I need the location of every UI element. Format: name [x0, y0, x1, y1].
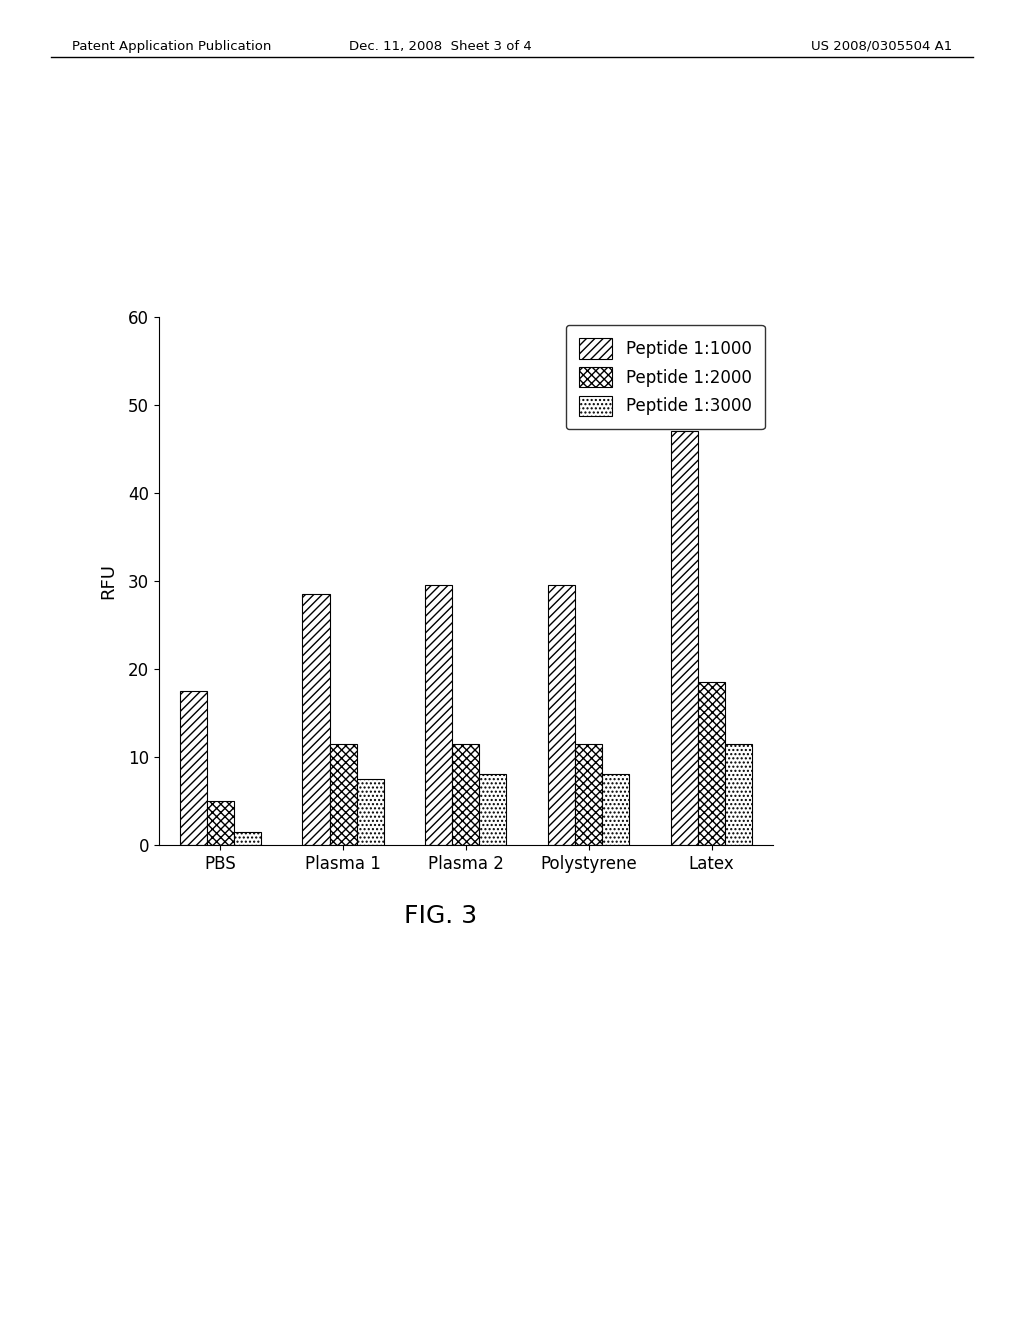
Bar: [575, 743, 602, 845]
Bar: [425, 585, 453, 845]
Bar: [453, 743, 479, 845]
Text: Dec. 11, 2008  Sheet 3 of 4: Dec. 11, 2008 Sheet 3 of 4: [349, 40, 531, 53]
Bar: [725, 743, 753, 845]
Text: Patent Application Publication: Patent Application Publication: [72, 40, 271, 53]
Text: US 2008/0305504 A1: US 2008/0305504 A1: [811, 40, 952, 53]
Bar: [671, 432, 698, 845]
Bar: [602, 775, 630, 845]
Bar: [548, 585, 575, 845]
Bar: [330, 743, 356, 845]
Bar: [302, 594, 330, 845]
Bar: [479, 775, 507, 845]
Legend: Peptide 1:1000, Peptide 1:2000, Peptide 1:3000: Peptide 1:1000, Peptide 1:2000, Peptide …: [565, 325, 765, 429]
Y-axis label: RFU: RFU: [98, 562, 117, 599]
Bar: [233, 832, 261, 845]
Text: FIG. 3: FIG. 3: [403, 904, 477, 928]
Bar: [356, 779, 384, 845]
Bar: [698, 682, 725, 845]
Bar: [207, 801, 233, 845]
Bar: [179, 690, 207, 845]
